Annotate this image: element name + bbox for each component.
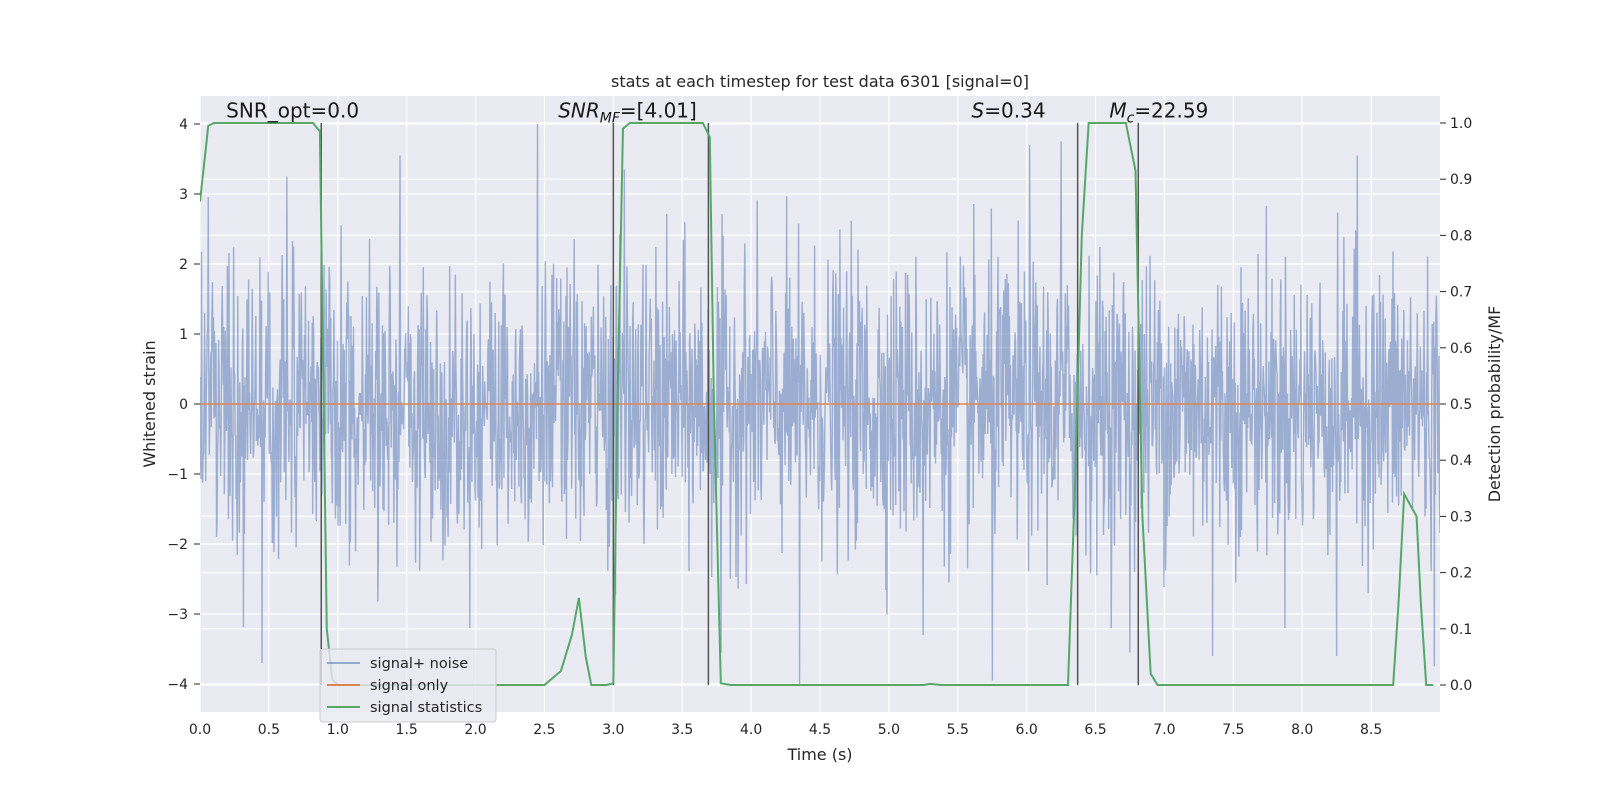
x-tick-label-7: 3.5 (671, 722, 693, 738)
y2-tick-label-10: 1.0 (1450, 116, 1472, 132)
y-axis-label: Whitened strain (140, 340, 159, 467)
annotation-s-stat-value: =0.34 (984, 98, 1045, 122)
annotation-m-c-subscript: c (1127, 110, 1135, 126)
y-axis-ticks: −4 −3 −2 −1 0 1 2 3 4 (167, 117, 200, 693)
y2-tick-label-9: 0.9 (1450, 172, 1472, 188)
y-tick-label-8: 4 (179, 117, 188, 133)
x-tick-label-10: 5.0 (878, 722, 900, 738)
y2-axis-label: Detection probability/MF (1485, 306, 1504, 503)
x-tick-label-6: 3.0 (602, 722, 624, 738)
x-tick-label-2: 1.0 (327, 722, 349, 738)
x-tick-label-4: 2.0 (464, 722, 486, 738)
annotation-snr-opt: SNR_opt=0.0 (226, 98, 359, 122)
legend-box (319, 648, 497, 723)
x-tick-label-3: 1.5 (396, 722, 418, 738)
x-tick-label-14: 7.0 (1153, 722, 1175, 738)
y2-tick-label-7: 0.7 (1450, 285, 1472, 301)
x-tick-label-5: 2.5 (533, 722, 555, 738)
x-tick-label-15: 7.5 (1222, 722, 1244, 738)
y2-tick-label-0: 0.0 (1450, 678, 1472, 694)
y2-tick-label-8: 0.8 (1450, 228, 1472, 244)
y-tick-label-2: −2 (167, 537, 188, 553)
x-axis-ticks: 0.0 0.5 1.0 1.5 2.0 2.5 3.0 3.5 4.0 4.5 5.0 5.5 6.0 6… (189, 722, 1382, 738)
x-tick-label-11: 5.5 (947, 722, 969, 738)
y-tick-label-1: −3 (167, 607, 188, 623)
annotation-s-stat-symbol: S (972, 98, 985, 122)
x-tick-label-8: 4.0 (740, 722, 762, 738)
y-tick-label-0: −4 (167, 677, 188, 693)
x-tick-label-0: 0.0 (189, 722, 211, 738)
y-tick-label-7: 3 (179, 187, 188, 203)
y-tick-label-4: 0 (179, 397, 188, 413)
x-tick-label-12: 6.0 (1016, 722, 1038, 738)
y2-tick-label-4: 0.4 (1450, 453, 1472, 469)
chart-title: stats at each timestep for test data 630… (611, 72, 1029, 91)
legend: signal+ noise signal only signal statist… (319, 648, 497, 723)
x-axis-label: Time (s) (786, 745, 852, 764)
x-tick-label-13: 6.5 (1084, 722, 1106, 738)
annotation-m-c-symbol: M (1109, 98, 1126, 122)
x-tick-label-16: 8.0 (1291, 722, 1313, 738)
y2-tick-label-1: 0.1 (1450, 622, 1472, 638)
annotation-s-stat: S=0.34 (972, 98, 1046, 122)
annotation-snr-mf-symbol: SNR (558, 98, 600, 122)
x-tick-label-9: 4.5 (809, 722, 831, 738)
x-tick-label-17: 8.5 (1360, 722, 1382, 738)
y-tick-label-3: −1 (167, 467, 188, 483)
y2-tick-label-2: 0.2 (1450, 566, 1472, 582)
y2-axis-ticks: 0.0 0.1 0.2 0.3 0.4 0.5 0.6 0.7 0.8 0.9 1.0 (1440, 116, 1472, 694)
annotation-snr-mf-subscript: MF (600, 110, 621, 126)
annotation-snr-mf: SNRMF=[4.01] (558, 98, 697, 126)
legend-label-signal-noise: signal+ noise (370, 656, 468, 672)
y-tick-label-5: 1 (179, 327, 188, 343)
annotation-snr-mf-value: =[4.01] (620, 98, 697, 122)
y-tick-label-6: 2 (179, 257, 188, 273)
y2-tick-label-5: 0.5 (1450, 397, 1472, 413)
noise-trace (200, 123, 1440, 685)
annotations: SNR_opt=0.0 SNRMF=[4.01] S=0.34 Mc=22.59 (226, 98, 1208, 126)
series-signal-noise (200, 123, 1440, 685)
x-tick-label-1: 0.5 (258, 722, 280, 738)
annotation-m-c-value: =22.59 (1134, 98, 1208, 122)
legend-label-signal-only: signal only (370, 678, 449, 694)
y2-tick-label-3: 0.3 (1450, 509, 1472, 525)
y2-tick-label-6: 0.6 (1450, 341, 1472, 357)
legend-label-signal-statistics: signal statistics (370, 700, 482, 716)
annotation-m-c: Mc=22.59 (1109, 98, 1208, 126)
